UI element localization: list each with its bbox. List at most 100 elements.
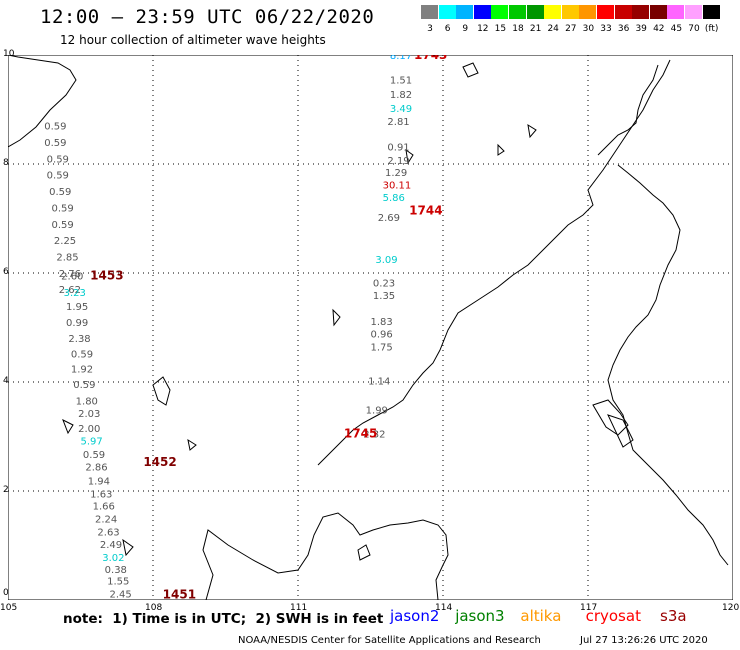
satellite-name: s3a (660, 607, 687, 625)
satellite-name: cryosat (585, 607, 641, 625)
wave-height-value: 2.62 (59, 285, 81, 296)
satellite-name: jason3 (455, 607, 505, 625)
legend-label: 42 (653, 24, 665, 34)
legend-swatch (544, 5, 562, 19)
wave-height-value: 0.91 (387, 142, 409, 153)
wave-height-value: 0.59 (83, 450, 105, 461)
generated-timestamp: Jul 27 13:26:26 UTC 2020 (580, 635, 708, 646)
wave-height-value: 1.63 (90, 490, 112, 501)
wave-height-value: 2.19 (387, 156, 409, 167)
legend-swatch (526, 5, 544, 19)
wave-height-value: 5.86 (383, 193, 405, 204)
wave-height-value: 3.02 (102, 553, 124, 564)
y-tick-label: 0 (3, 588, 9, 598)
satellite-name: jason2 (390, 607, 440, 625)
x-tick-label: 114 (435, 603, 453, 613)
wave-height-value: 0.59 (71, 349, 93, 360)
wave-height-value: 2.32 (363, 430, 385, 441)
wave-height-value: 1.66 (93, 502, 115, 513)
legend-label: 36 (617, 24, 630, 34)
wave-height-value: 0.59 (49, 187, 71, 198)
legend-label: 39 (635, 24, 647, 34)
y-tick-label: 6 (3, 267, 9, 277)
legend-label: 12 (477, 24, 489, 34)
legend-label: 18 (512, 24, 524, 34)
wave-height-value: 1.55 (107, 577, 129, 588)
pass-time-label: 1743 (414, 55, 447, 62)
pass-time-label: 1453 (90, 269, 123, 283)
legend-label: 70 (688, 24, 700, 34)
wave-height-value: 1.82 (390, 90, 412, 101)
wave-height-value: 2.81 (387, 117, 409, 128)
legend-label: 33 (600, 24, 612, 34)
wave-height-value: 2.86 (85, 462, 107, 473)
legend-swatch (685, 5, 702, 19)
wave-height-value: 1.29 (385, 168, 407, 179)
wave-height-value: 0.59 (73, 380, 95, 391)
wave-height-value: 1.94 (88, 476, 110, 487)
wave-height-value: 2.00 (78, 424, 100, 435)
wave-height-value: 0.59 (52, 220, 74, 231)
x-tick-label: 111 (290, 603, 308, 613)
legend-label: 30 (582, 24, 595, 34)
wave-height-value: 1.83 (371, 317, 393, 328)
wave-height-value: 0.99 (66, 318, 88, 329)
y-tick-label: 2 (3, 485, 9, 495)
legend-swatch (667, 5, 685, 19)
lat-lon-grid (8, 55, 733, 600)
wave-height-value: 1.99 (366, 406, 388, 417)
legend-swatch (421, 5, 438, 19)
map-title: 12:00 – 23:59 UTC 06/22/2020 (40, 6, 375, 28)
wave-height-value: 0.59 (44, 122, 66, 133)
wave-height-value: 2.45 (110, 589, 132, 600)
x-tick-label: 120 (722, 603, 740, 613)
satellite-name: altika (520, 607, 562, 625)
y-tick-label: 10 (3, 49, 15, 59)
wave-height-value: 1.14 (368, 377, 390, 388)
wave-height-value: 2.60 (61, 272, 83, 283)
wave-height-value: 0.96 (371, 329, 393, 340)
wave-height-value: 2.63 (97, 528, 119, 539)
x-tick-label: 108 (145, 603, 163, 613)
wave-height-value: 0.59 (52, 203, 74, 214)
legend-swatch (632, 5, 650, 19)
legend-swatch (473, 5, 491, 19)
legend-swatch (491, 5, 509, 19)
legend-label: 21 (529, 24, 542, 34)
footnote: note: 1) Time is in UTC; 2) SWH is in fe… (63, 611, 384, 627)
legend-swatch (456, 5, 474, 19)
wave-height-value: 2.85 (56, 252, 78, 263)
wave-height-value: 2.03 (78, 409, 100, 420)
map-subtitle: 12 hour collection of altimeter wave hei… (60, 33, 326, 47)
wave-height-value: 2.34 (23, 55, 45, 57)
wave-height-value: 3.49 (390, 104, 412, 115)
wave-height-value: 0.23 (373, 279, 395, 290)
wave-height-value: 8.17 (390, 55, 412, 62)
legend-label: 45 (670, 24, 683, 34)
wave-height-value: 0.59 (47, 154, 69, 165)
coastline (8, 55, 729, 600)
legend-swatch (702, 5, 720, 19)
legend-label: 24 (547, 24, 559, 34)
legend-swatch (614, 5, 632, 19)
y-tick-label: 8 (3, 158, 9, 168)
y-tick-label: 4 (3, 376, 9, 386)
legend-label: 9 (462, 24, 469, 34)
measurements-layer: 2.34 0.59 0.59 0.59 0.59 0.59 0.59 0.59 2.25 2.85… (23, 55, 448, 600)
wave-height-value: 0.38 (105, 565, 127, 576)
wave-height-value: 30.11 (383, 181, 412, 192)
legend-label: 15 (494, 24, 507, 34)
wave-height-value: 1.80 (76, 396, 98, 407)
legend-label: (ft) (704, 24, 719, 34)
wave-height-value: 1.95 (66, 302, 88, 313)
wave-height-value: 0.59 (44, 138, 66, 149)
wave-height-value: 3.09 (375, 255, 397, 266)
legend-swatch (579, 5, 597, 19)
legend-swatch (438, 5, 456, 19)
pass-time-label: 1454 (56, 55, 89, 57)
pass-time-label: 1452 (143, 455, 176, 469)
wave-height-map: 2.34 0.59 0.59 0.59 0.59 0.59 0.59 0.59 2.25 2.85… (8, 55, 733, 600)
wave-height-value: 0.59 (47, 171, 69, 182)
wave-height-value: 2.49 (100, 540, 122, 551)
credit-line: NOAA/NESDIS Center for Satellite Applica… (238, 635, 541, 646)
